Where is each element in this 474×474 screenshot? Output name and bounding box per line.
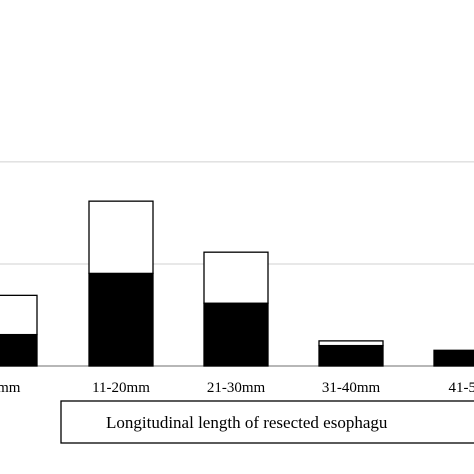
x-tick-labels: 0mm 11-20mm 21-30mm 31-40mm 41-50 [0,380,474,396]
bar-segment-lower [433,349,474,367]
bar-segment-upper [318,340,384,347]
bar-segment-upper [203,251,269,304]
bars [0,200,474,367]
x-tick-label: 0mm [0,380,21,396]
x-tick-label: 41-50 [449,380,474,396]
x-axis-title: Longitudinal length of resected esophagu [106,413,388,432]
bar-segment-lower [318,344,384,367]
bar-segment-lower [203,302,269,367]
bar-segment-upper [0,294,38,336]
bar-segment-lower [0,333,38,367]
bar-segment-upper [88,200,154,275]
x-axis-title-box: Longitudinal length of resected esophagu [60,400,474,444]
x-tick-label: 11-20mm [92,380,150,396]
bar-segment-lower [88,272,154,367]
x-tick-label: 21-30mm [207,380,266,396]
x-tick-label: 31-40mm [322,380,381,396]
